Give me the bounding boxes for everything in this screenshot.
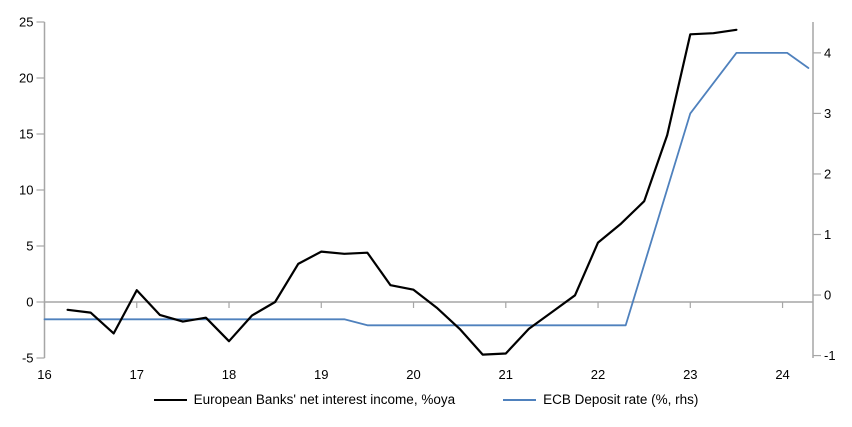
right-axis-tick-label: 3 (824, 106, 831, 121)
right-axis-tick-label: 0 (824, 288, 831, 303)
x-axis-tick-label: 17 (130, 367, 144, 382)
x-axis-tick-label: 18 (222, 367, 236, 382)
x-axis-tick-label: 24 (775, 367, 789, 382)
legend-label-nii: European Banks' net interest income, %oy… (193, 392, 456, 407)
x-axis-tick-label: 23 (683, 367, 697, 382)
x-axis-tick-label: 22 (591, 367, 605, 382)
legend-label-ecb: ECB Deposit rate (%, rhs) (543, 392, 699, 407)
left-axis-tick-label: 5 (26, 239, 33, 254)
left-axis-tick-label: 10 (19, 183, 33, 198)
left-axis-tick-label: 25 (19, 15, 33, 30)
right-axis-tick-label: 4 (824, 45, 831, 60)
legend-line-swatch-blue (503, 398, 537, 401)
left-axis-tick-label: 20 (19, 71, 33, 86)
right-axis-tick-label: 1 (824, 227, 831, 242)
x-axis-tick-label: 19 (314, 367, 328, 382)
legend-item-nii: European Banks' net interest income, %oy… (153, 392, 456, 407)
right-axis-tick-label: 2 (824, 167, 831, 182)
x-axis-tick-label: 20 (406, 367, 420, 382)
series-line-ecb (43, 52, 810, 327)
left-axis-tick-label: 15 (19, 127, 33, 142)
x-axis-tick-label: 16 (37, 367, 51, 382)
left-axis-tick-label: 0 (26, 295, 33, 310)
x-axis-tick-label: 21 (499, 367, 513, 382)
chart-legend: European Banks' net interest income, %oy… (0, 392, 852, 407)
right-axis-tick-label: -1 (824, 348, 836, 363)
left-axis-tick-label: -5 (22, 351, 34, 366)
legend-item-ecb: ECB Deposit rate (%, rhs) (503, 392, 698, 407)
series-line-nii (66, 28, 738, 356)
legend-line-swatch-black (153, 398, 187, 401)
